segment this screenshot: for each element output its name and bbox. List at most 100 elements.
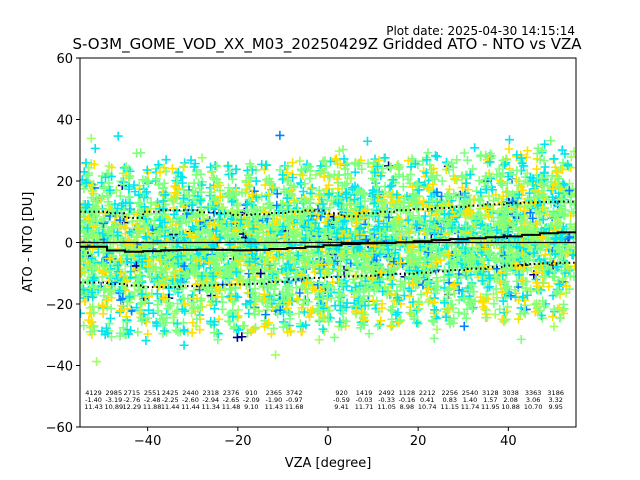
stat-stdev: 11.43 bbox=[265, 403, 284, 411]
data-point bbox=[225, 166, 235, 176]
lower-sigma-line bbox=[80, 261, 576, 289]
data-point bbox=[155, 248, 165, 258]
data-point bbox=[317, 207, 327, 217]
data-point bbox=[335, 214, 345, 224]
data-point bbox=[419, 196, 429, 206]
data-point bbox=[357, 164, 367, 174]
y-tick-label: 60 bbox=[56, 52, 73, 67]
data-point bbox=[265, 296, 275, 306]
mean-line bbox=[80, 231, 576, 253]
data-point bbox=[351, 258, 361, 268]
data-point bbox=[414, 258, 424, 268]
data-point bbox=[392, 190, 402, 200]
stats-layer: 4129-1.4011.432985-3.1910.892715-2.7612.… bbox=[84, 389, 564, 411]
data-point bbox=[263, 274, 273, 284]
data-point bbox=[341, 189, 351, 199]
data-point bbox=[341, 302, 351, 312]
data-point bbox=[197, 153, 207, 163]
data-point bbox=[83, 200, 93, 210]
data-point bbox=[288, 173, 298, 183]
data-point bbox=[395, 236, 405, 246]
stat-count: 3742 bbox=[286, 389, 303, 397]
data-point bbox=[565, 264, 575, 274]
data-point bbox=[222, 262, 232, 272]
data-point bbox=[369, 286, 379, 296]
data-point bbox=[153, 160, 163, 170]
data-point bbox=[557, 193, 567, 203]
data-point bbox=[557, 145, 567, 155]
stat-mean: -2.09 bbox=[243, 396, 260, 404]
data-point bbox=[339, 154, 349, 164]
data-point bbox=[255, 252, 265, 262]
data-point bbox=[358, 295, 368, 305]
data-point bbox=[422, 155, 432, 165]
data-point bbox=[119, 179, 129, 189]
data-point bbox=[443, 305, 453, 315]
stat-mean: -1.90 bbox=[265, 396, 282, 404]
data-point bbox=[439, 298, 449, 308]
data-point bbox=[105, 313, 115, 323]
data-point bbox=[266, 329, 276, 339]
data-point bbox=[177, 304, 187, 314]
data-point bbox=[275, 130, 285, 140]
data-point bbox=[100, 262, 110, 272]
data-point bbox=[230, 230, 240, 240]
data-point bbox=[141, 240, 151, 250]
data-point bbox=[386, 289, 396, 299]
data-point bbox=[155, 168, 165, 178]
data-point bbox=[366, 234, 376, 244]
data-point bbox=[424, 184, 434, 194]
stat-mean: -2.25 bbox=[162, 396, 179, 404]
data-point bbox=[118, 323, 128, 333]
data-point bbox=[272, 215, 282, 225]
data-point bbox=[159, 293, 169, 303]
data-point bbox=[412, 203, 422, 213]
data-point bbox=[314, 224, 324, 234]
data-point bbox=[279, 187, 289, 197]
data-point bbox=[338, 281, 348, 291]
data-point bbox=[163, 303, 173, 313]
data-point bbox=[520, 206, 530, 216]
data-point bbox=[143, 313, 153, 323]
data-point bbox=[368, 296, 378, 306]
data-point bbox=[316, 260, 326, 270]
data-point bbox=[383, 245, 393, 255]
data-point bbox=[80, 285, 89, 295]
data-point bbox=[450, 174, 460, 184]
data-point bbox=[498, 191, 508, 201]
data-point bbox=[281, 263, 291, 273]
data-point bbox=[558, 274, 568, 284]
data-point bbox=[195, 296, 205, 306]
data-point bbox=[211, 226, 221, 236]
data-point bbox=[497, 287, 507, 297]
data-point bbox=[500, 159, 510, 169]
data-point bbox=[241, 299, 251, 309]
data-point bbox=[188, 186, 198, 196]
data-point bbox=[314, 301, 324, 311]
data-point bbox=[263, 302, 273, 312]
data-point bbox=[305, 162, 315, 172]
data-point bbox=[425, 295, 435, 305]
data-point bbox=[388, 320, 398, 330]
data-point bbox=[480, 244, 490, 254]
data-point bbox=[117, 284, 127, 294]
data-point bbox=[378, 286, 388, 296]
data-point bbox=[321, 267, 331, 277]
data-point bbox=[548, 260, 558, 270]
data-point bbox=[529, 248, 539, 258]
data-point bbox=[264, 177, 274, 187]
data-point bbox=[536, 262, 546, 272]
data-point bbox=[421, 219, 431, 229]
data-point bbox=[533, 191, 543, 201]
data-point bbox=[169, 272, 179, 282]
data-point bbox=[442, 285, 452, 295]
data-point bbox=[503, 187, 513, 197]
data-point bbox=[143, 256, 153, 266]
data-point bbox=[452, 238, 462, 248]
data-point bbox=[504, 135, 514, 145]
data-point bbox=[350, 228, 360, 238]
data-point bbox=[115, 286, 125, 296]
data-point bbox=[314, 277, 324, 287]
data-point bbox=[468, 164, 478, 174]
data-point bbox=[97, 192, 107, 202]
